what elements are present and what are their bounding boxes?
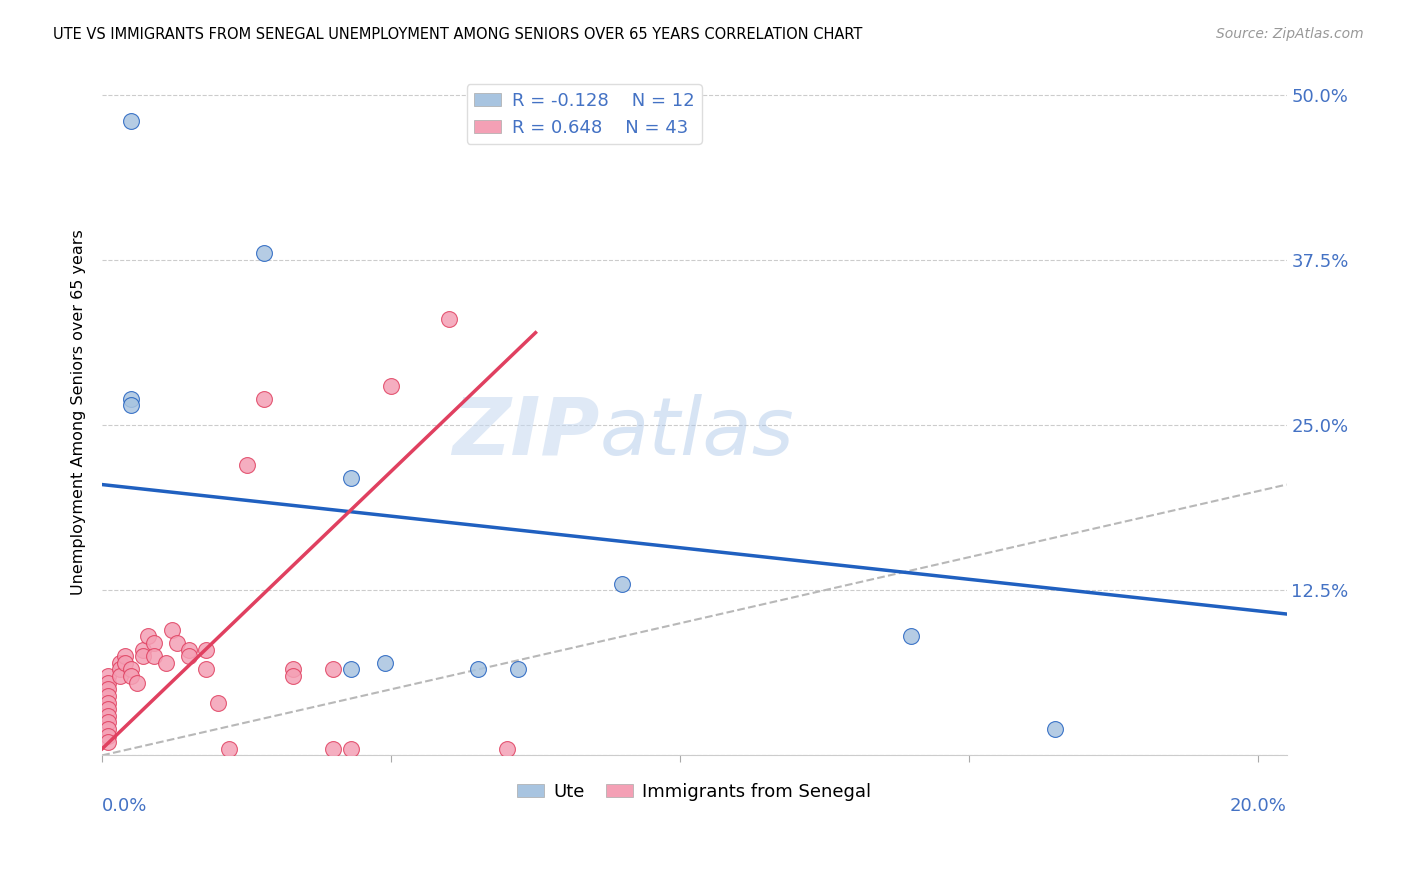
Point xyxy=(97,708,120,723)
Point xyxy=(97,722,120,736)
Point xyxy=(322,663,344,677)
Point xyxy=(97,702,120,716)
Point xyxy=(97,669,120,683)
Text: Source: ZipAtlas.com: Source: ZipAtlas.com xyxy=(1216,27,1364,41)
Point xyxy=(120,663,142,677)
Point xyxy=(207,696,229,710)
Point xyxy=(114,649,136,664)
Point xyxy=(253,246,276,260)
Point xyxy=(195,663,218,677)
Point xyxy=(160,623,183,637)
Point xyxy=(97,689,120,703)
Point xyxy=(281,663,304,677)
Point xyxy=(218,741,240,756)
Point xyxy=(97,682,120,697)
Point xyxy=(155,656,177,670)
Point xyxy=(97,735,120,749)
Point xyxy=(143,636,166,650)
Point xyxy=(125,675,148,690)
Point xyxy=(97,675,120,690)
Point xyxy=(131,642,153,657)
Point xyxy=(322,741,344,756)
Point xyxy=(177,642,200,657)
Point xyxy=(195,642,218,657)
Point xyxy=(120,398,142,412)
Point xyxy=(1045,722,1067,736)
Text: ZIP: ZIP xyxy=(453,393,599,472)
Point xyxy=(120,669,142,683)
Point xyxy=(339,663,361,677)
Point xyxy=(114,656,136,670)
Text: 0.0%: 0.0% xyxy=(103,797,148,814)
Point xyxy=(339,471,361,485)
Point xyxy=(508,663,530,677)
Point xyxy=(467,663,489,677)
Point xyxy=(253,392,276,406)
Point xyxy=(120,114,142,128)
Point xyxy=(612,576,634,591)
Point xyxy=(166,636,188,650)
Point xyxy=(177,649,200,664)
Point xyxy=(108,656,131,670)
Text: atlas: atlas xyxy=(599,393,794,472)
Point xyxy=(495,741,517,756)
Point xyxy=(437,312,460,326)
Legend: Ute, Immigrants from Senegal: Ute, Immigrants from Senegal xyxy=(510,776,879,808)
Point xyxy=(281,669,304,683)
Point xyxy=(235,458,257,472)
Point xyxy=(374,656,396,670)
Point xyxy=(108,663,131,677)
Point xyxy=(339,741,361,756)
Point xyxy=(131,649,153,664)
Point xyxy=(97,715,120,730)
Point xyxy=(900,630,922,644)
Point xyxy=(380,378,402,392)
Point xyxy=(97,696,120,710)
Point xyxy=(108,669,131,683)
Point xyxy=(97,729,120,743)
Point xyxy=(143,649,166,664)
Text: UTE VS IMMIGRANTS FROM SENEGAL UNEMPLOYMENT AMONG SENIORS OVER 65 YEARS CORRELAT: UTE VS IMMIGRANTS FROM SENEGAL UNEMPLOYM… xyxy=(53,27,863,42)
Y-axis label: Unemployment Among Seniors over 65 years: Unemployment Among Seniors over 65 years xyxy=(72,229,86,595)
Point xyxy=(138,630,160,644)
Text: 20.0%: 20.0% xyxy=(1230,797,1286,814)
Point xyxy=(120,392,142,406)
